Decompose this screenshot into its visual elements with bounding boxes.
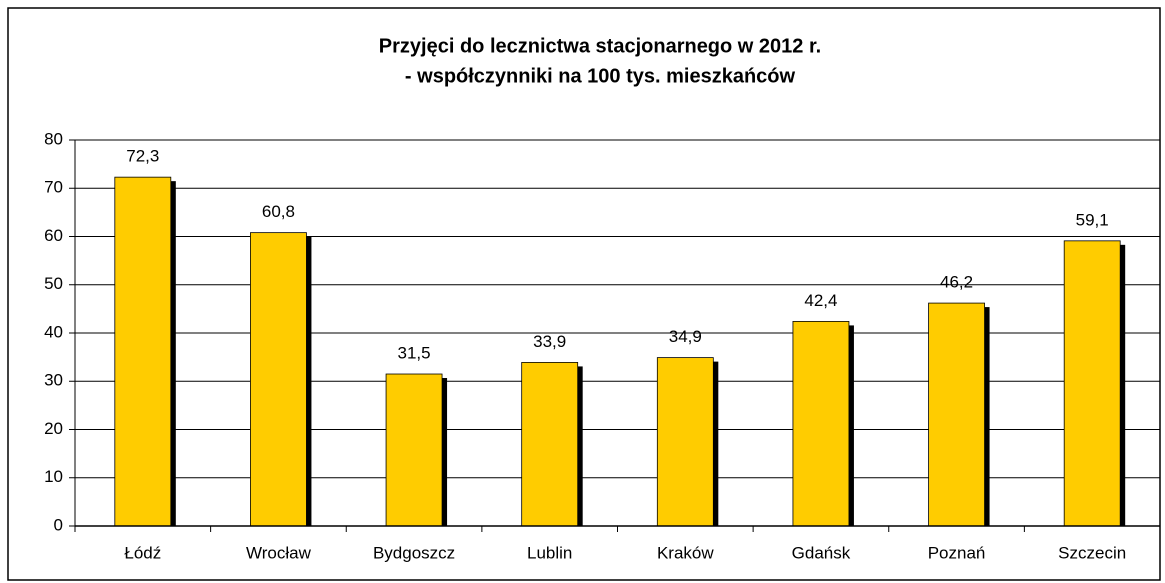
value-label: 31,5 bbox=[398, 343, 431, 362]
x-tick-label: Lublin bbox=[527, 543, 572, 562]
chart-title: Przyjęci do lecznictwa stacjonarnego w 2… bbox=[379, 35, 821, 57]
y-tick-label: 60 bbox=[44, 226, 63, 245]
value-label: 60,8 bbox=[262, 202, 295, 221]
y-tick-label: 50 bbox=[44, 274, 63, 293]
bar bbox=[114, 176, 172, 527]
bar bbox=[656, 357, 714, 527]
bar bbox=[1063, 240, 1121, 527]
x-tick-label: Kraków bbox=[657, 543, 714, 562]
value-label: 33,9 bbox=[533, 332, 566, 351]
y-tick-label: 20 bbox=[44, 419, 63, 438]
chart-subtitle: - współczynniki na 100 tys. mieszkańców bbox=[405, 65, 796, 87]
x-tick-label: Łódź bbox=[124, 543, 161, 562]
value-label: 42,4 bbox=[804, 291, 837, 310]
x-tick-label: Gdańsk bbox=[792, 543, 851, 562]
value-label: 72,3 bbox=[126, 147, 159, 166]
bar bbox=[250, 232, 307, 527]
y-tick-label: 10 bbox=[44, 467, 63, 486]
x-tick-label: Wrocław bbox=[246, 543, 312, 562]
x-tick-label: Poznań bbox=[928, 543, 986, 562]
x-tick-label: Szczecin bbox=[1058, 543, 1126, 562]
y-tick-label: 70 bbox=[44, 178, 63, 197]
y-tick-label: 40 bbox=[44, 322, 63, 341]
bar bbox=[928, 302, 985, 527]
y-tick-label: 80 bbox=[44, 129, 63, 148]
value-label: 34,9 bbox=[669, 327, 702, 346]
bar bbox=[385, 373, 443, 527]
y-tick-label: 30 bbox=[44, 371, 63, 390]
x-tick-label: Bydgoszcz bbox=[373, 543, 455, 562]
value-label: 59,1 bbox=[1076, 210, 1109, 229]
bar bbox=[792, 321, 850, 527]
value-label: 46,2 bbox=[940, 273, 973, 292]
bar bbox=[521, 362, 579, 527]
y-tick-label: 0 bbox=[54, 515, 63, 534]
